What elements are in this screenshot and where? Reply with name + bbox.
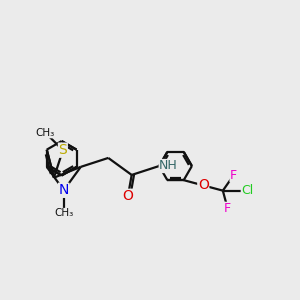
Text: NH: NH xyxy=(159,160,178,172)
Text: O: O xyxy=(122,189,134,203)
Text: N: N xyxy=(58,183,69,197)
Text: CH₃: CH₃ xyxy=(54,208,74,218)
Text: F: F xyxy=(224,202,231,215)
Text: F: F xyxy=(230,169,237,182)
Text: Cl: Cl xyxy=(241,184,254,197)
Text: S: S xyxy=(58,143,67,157)
Text: CH₃: CH₃ xyxy=(36,128,55,138)
Text: O: O xyxy=(198,178,209,192)
